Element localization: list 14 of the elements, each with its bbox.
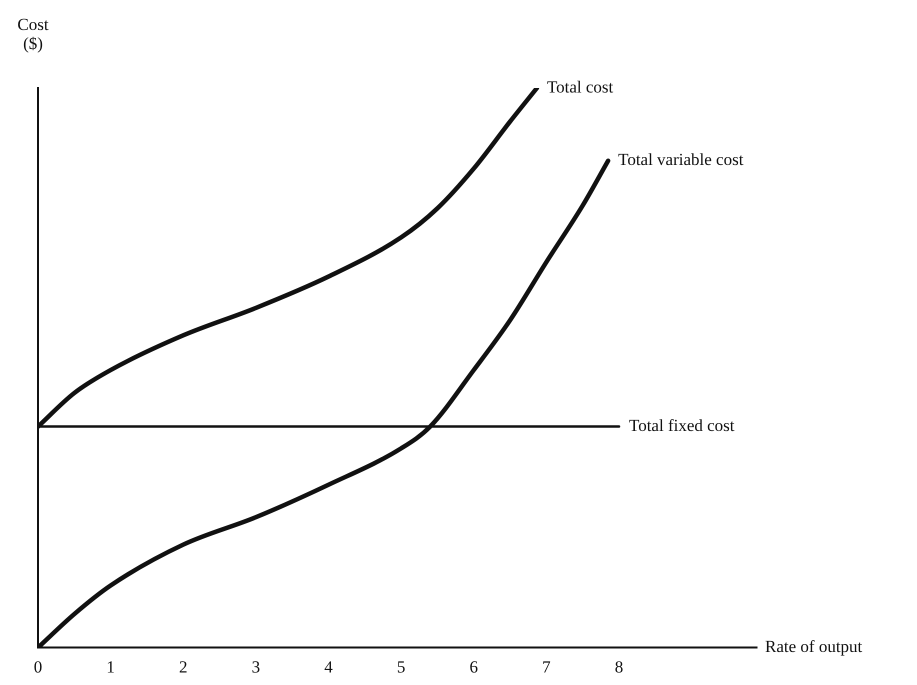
x-tick-label: 4 xyxy=(324,657,334,676)
y-axis-title: Cost ($) xyxy=(17,15,49,53)
x-axis-title: Rate of output xyxy=(765,637,863,656)
x-tick-label: 2 xyxy=(179,657,188,676)
x-tick-label: 7 xyxy=(542,657,552,676)
series-label: Total cost xyxy=(546,77,614,96)
x-tick-label: 0 xyxy=(34,657,42,676)
x-tick-label: 1 xyxy=(106,657,115,676)
series-label: Total variable cost xyxy=(618,150,744,170)
series-label: Total fixed cost xyxy=(629,416,735,436)
x-tick-label: 8 xyxy=(614,657,624,676)
x-tick-label: 6 xyxy=(470,657,478,676)
x-tick-label: 3 xyxy=(252,657,260,676)
x-tick-label: 5 xyxy=(396,657,406,676)
